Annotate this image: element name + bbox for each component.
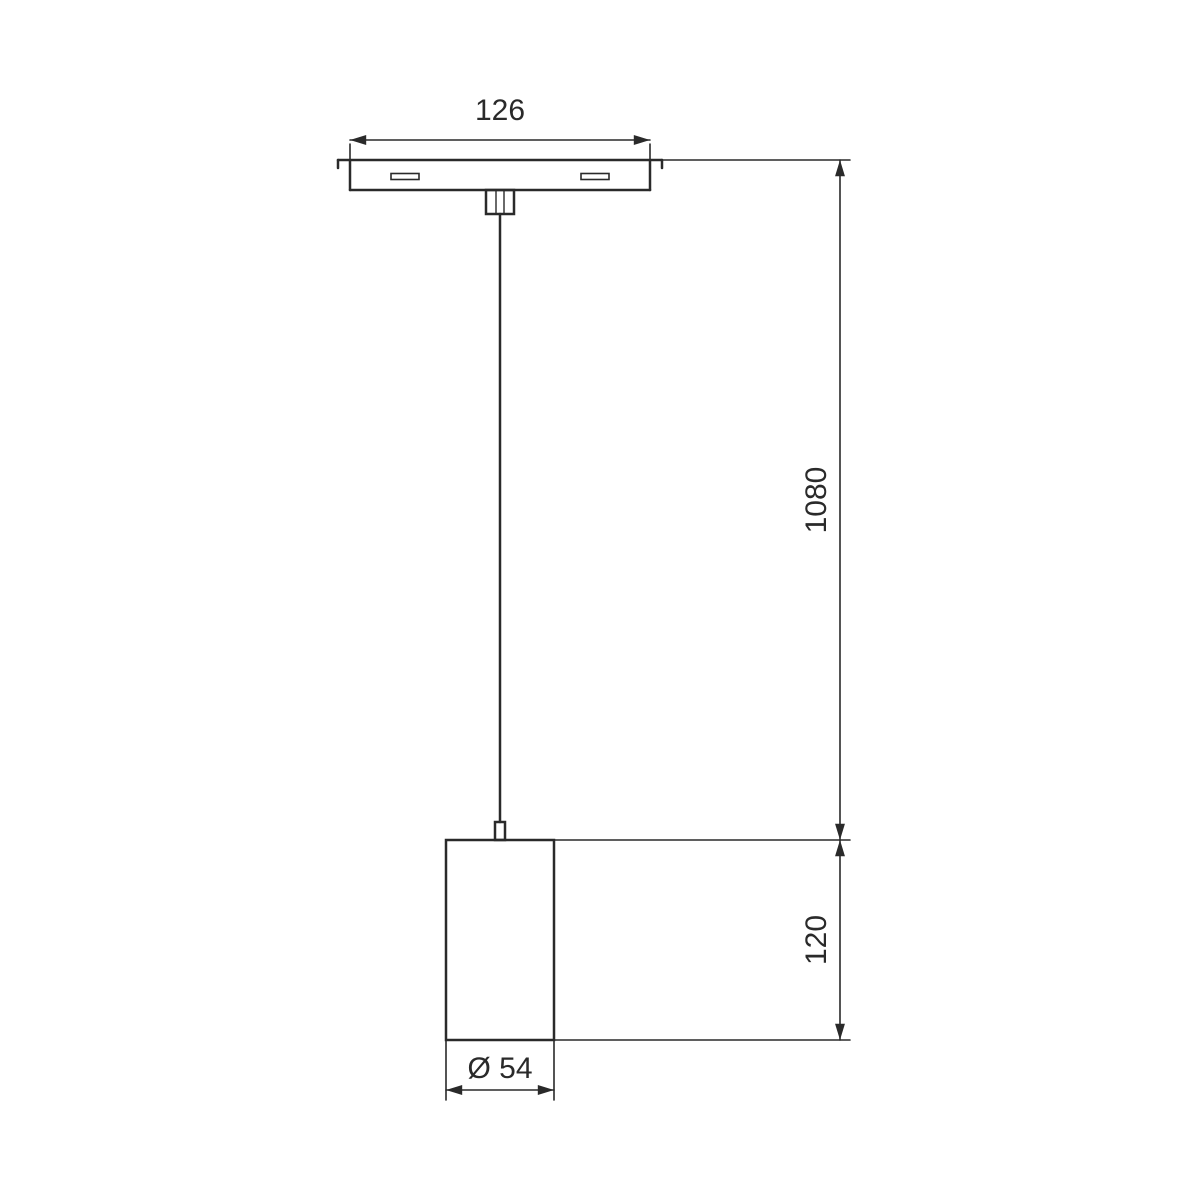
pendant-light-technical-drawing: 126 Ø 54 1080 120: [0, 0, 1200, 1200]
arrowhead: [835, 160, 845, 176]
arrowhead: [835, 1024, 845, 1040]
mounting-slot-left: [391, 174, 419, 180]
dimension-lines: 126 Ø 54 1080 120: [350, 94, 850, 1100]
arrowhead: [835, 840, 845, 856]
cylinder-nipple: [495, 822, 505, 840]
arrowhead: [835, 824, 845, 840]
mounting-slot-right: [581, 174, 609, 180]
product-outline: [338, 160, 662, 1040]
strain-relief: [486, 190, 514, 214]
dim-label-1080: 1080: [800, 467, 833, 534]
dim-label-diameter: Ø 54: [467, 1052, 532, 1085]
arrowhead: [538, 1085, 554, 1095]
arrowhead: [446, 1085, 462, 1095]
arrowhead: [634, 135, 650, 145]
dim-label-top-width: 126: [475, 94, 525, 127]
dim-label-120: 120: [800, 915, 833, 965]
cylinder-body: [446, 840, 554, 1040]
arrowhead: [350, 135, 366, 145]
